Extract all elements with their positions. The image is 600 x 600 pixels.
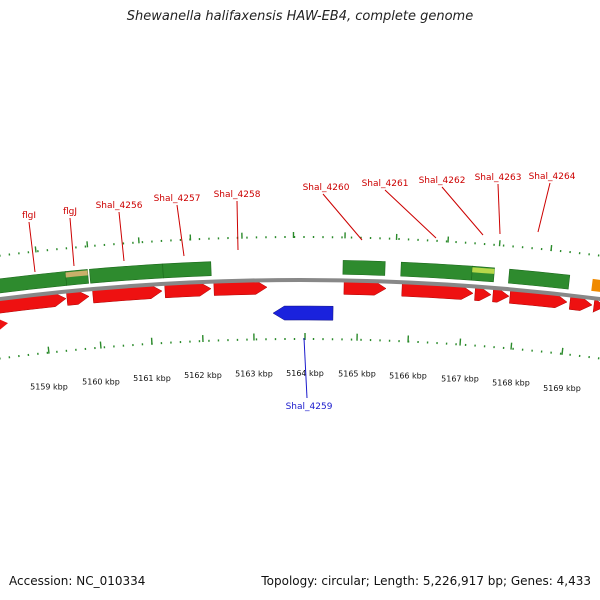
tick-major	[561, 347, 564, 355]
leader-line	[441, 186, 484, 236]
gene-block	[591, 278, 600, 292]
leader-line	[322, 193, 363, 241]
tick-major	[47, 346, 50, 354]
kbp-label: 5166 kbp	[389, 372, 427, 381]
leader-line	[236, 200, 239, 251]
forward-cds-track	[0, 280, 600, 330]
gene-label[interactable]: Shal_4260	[303, 183, 350, 193]
gene-labels: flgI flgJ Shal_4256 Shal_4257 Shal_4258 …	[22, 172, 576, 412]
reverse-cds-track	[272, 305, 334, 321]
leader-line	[118, 211, 125, 262]
kbp-label: 5168 kbp	[492, 379, 530, 388]
gene-block	[342, 260, 386, 276]
gene-label[interactable]: flgJ	[63, 207, 77, 217]
kbp-label: 5163 kbp	[235, 369, 273, 378]
forward-cds-arrow	[0, 319, 8, 330]
leader-line	[497, 183, 501, 235]
inner-tick-ring	[0, 333, 600, 360]
kbp-label: 5159 kbp	[30, 383, 68, 392]
kbp-label: 5169 kbp	[543, 384, 581, 393]
tick-major	[510, 342, 513, 350]
tick-major	[86, 241, 89, 248]
reverse-cds-arrow	[272, 305, 334, 321]
gene-label[interactable]: Shal_4257	[154, 194, 201, 204]
leader-line	[176, 204, 185, 257]
gene-label[interactable]: Shal_4262	[419, 176, 466, 186]
leader-line	[28, 221, 36, 273]
kbp-label: 5160 kbp	[82, 378, 120, 387]
gene-block	[162, 261, 212, 279]
genome-summary-text: Topology: circular; Length: 5,226,917 bp…	[261, 574, 591, 588]
kbp-label: 5167 kbp	[441, 375, 479, 384]
leader-line	[384, 189, 437, 239]
kbp-label: 5162 kbp	[184, 371, 222, 380]
leader-line	[303, 337, 308, 399]
gene-block	[400, 261, 473, 281]
outer-tick-ring	[0, 232, 600, 257]
map-title: Shewanella halifaxensis HAW-EB4, complet…	[126, 9, 474, 24]
tick-major	[550, 245, 553, 252]
gene-label[interactable]: Shal_4261	[362, 179, 409, 189]
gene-label[interactable]: Shal_4259	[286, 402, 333, 412]
gene-block-highlight	[472, 267, 495, 274]
gene-label[interactable]: Shal_4256	[96, 201, 143, 211]
gene-label-leaders	[28, 182, 551, 399]
gene-label[interactable]: flgI	[22, 211, 36, 221]
leader-line	[537, 182, 551, 233]
gene-label[interactable]: Shal_4263	[475, 173, 522, 183]
gene-block-highlight	[65, 270, 88, 278]
kbp-axis-labels: 5159 kbp 5160 kbp 5161 kbp 5162 kbp 5163…	[30, 369, 581, 393]
kbp-label: 5164 kbp	[286, 369, 324, 378]
gene-block	[508, 268, 571, 290]
leader-line	[69, 217, 75, 267]
gene-track	[0, 260, 600, 294]
gene-label[interactable]: Shal_4258	[214, 190, 261, 200]
gene-block	[89, 263, 164, 284]
accession-text: Accession: NC_010334	[9, 574, 146, 588]
gene-label[interactable]: Shal_4264	[529, 172, 576, 182]
genome-backbone	[0, 278, 600, 302]
kbp-label: 5161 kbp	[133, 374, 171, 383]
tick-major	[99, 341, 102, 349]
kbp-label: 5165 kbp	[338, 370, 376, 379]
tick-major	[34, 246, 37, 253]
